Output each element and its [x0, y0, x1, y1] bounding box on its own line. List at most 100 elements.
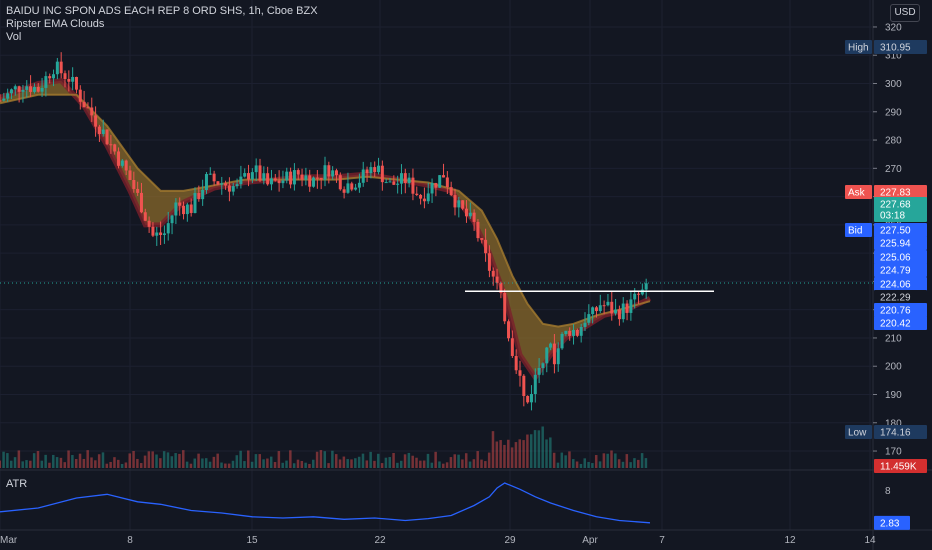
- volume-bar: [17, 450, 21, 468]
- candle: [549, 342, 553, 350]
- volume-bar: [541, 426, 544, 468]
- candle-body: [442, 175, 446, 178]
- candle-body: [617, 309, 621, 320]
- candle: [461, 200, 465, 211]
- price-tag-bg: [874, 250, 927, 264]
- volume-bar: [201, 458, 204, 468]
- candle: [319, 177, 323, 190]
- price-tag-label: Ask: [848, 188, 866, 199]
- candle-body: [269, 178, 273, 185]
- candle: [174, 198, 178, 224]
- atr-label[interactable]: ATR: [6, 478, 28, 490]
- candle: [422, 187, 426, 209]
- candle: [415, 186, 419, 197]
- volume-bar: [101, 452, 105, 468]
- volume-bar: [392, 452, 395, 468]
- volume-bar: [614, 453, 617, 468]
- volume-bar: [239, 450, 242, 468]
- candle: [323, 156, 327, 187]
- atr-tick-label: 8: [885, 486, 891, 497]
- candle-body: [147, 220, 151, 227]
- candle: [94, 106, 98, 137]
- candle-body: [377, 165, 381, 173]
- candle: [109, 134, 113, 154]
- study-volume[interactable]: Vol: [6, 31, 22, 43]
- price-tag-bg: [874, 263, 927, 277]
- price-tag-bg: [874, 223, 927, 237]
- study-ema-clouds[interactable]: Ripster EMA Clouds: [6, 18, 105, 30]
- volume-bar: [602, 453, 606, 468]
- candle-body: [273, 178, 277, 181]
- candle-body: [300, 174, 304, 180]
- candle: [510, 330, 514, 358]
- candle-body: [434, 183, 438, 188]
- candle-body: [258, 165, 262, 181]
- candle-body: [461, 200, 465, 209]
- volume-bar: [159, 458, 162, 468]
- volume-bar: [377, 453, 380, 468]
- price-tag-plain: 224.79: [874, 263, 927, 277]
- candle-body: [308, 175, 312, 187]
- candle-body: [40, 87, 44, 92]
- candle: [285, 167, 289, 184]
- candle: [331, 166, 335, 180]
- candle: [300, 168, 304, 187]
- candle-body: [166, 223, 170, 234]
- volume-bar: [537, 430, 541, 468]
- volume-bar: [208, 461, 212, 468]
- candle: [113, 143, 117, 155]
- candle-body: [262, 173, 266, 181]
- candle-body: [59, 61, 63, 74]
- candle-body: [162, 233, 166, 235]
- candle-body: [602, 305, 606, 307]
- price-tag-value: 174.16: [880, 428, 911, 439]
- candle-body: [201, 189, 205, 200]
- candle: [342, 186, 346, 199]
- candle-body: [453, 195, 457, 208]
- volume-bar: [587, 461, 590, 468]
- candle-body: [549, 343, 553, 348]
- candle: [224, 180, 228, 190]
- candle: [185, 202, 189, 222]
- volume-bar: [289, 450, 292, 468]
- candle: [312, 176, 316, 188]
- price-tag-value: 224.06: [880, 280, 911, 291]
- volume-bar: [136, 458, 139, 468]
- candle-body: [128, 170, 132, 181]
- candle-body: [449, 187, 453, 196]
- volume-bar: [48, 462, 51, 468]
- volume-bar: [415, 457, 418, 468]
- candle: [552, 334, 556, 374]
- volume-bar: [9, 460, 13, 468]
- symbol-title[interactable]: BAIDU INC SPON ADS EACH REP 8 ORD SHS, 1…: [6, 5, 318, 17]
- volume-bar: [495, 441, 499, 468]
- volume-bar: [117, 459, 120, 468]
- candle: [537, 358, 541, 384]
- volume-bar: [132, 450, 135, 468]
- price-tag-bg: [874, 277, 927, 291]
- candle-body: [212, 173, 216, 182]
- volume-bar: [461, 459, 464, 468]
- candle-body: [55, 61, 59, 75]
- volume-bar: [621, 461, 625, 468]
- volume-bar: [292, 463, 296, 468]
- x-tick-label: 14: [864, 535, 876, 546]
- candle: [78, 85, 82, 110]
- candle: [143, 208, 147, 222]
- currency-button[interactable]: USD: [890, 4, 920, 22]
- volume-bar: [579, 463, 583, 468]
- price-tag-label-bg: [845, 223, 872, 237]
- candle: [637, 291, 641, 304]
- candle-body: [533, 374, 537, 395]
- candle-body: [185, 204, 189, 215]
- volume-bar: [21, 461, 24, 468]
- candle: [197, 185, 201, 202]
- candle: [182, 201, 186, 220]
- volume-bar: [182, 450, 185, 468]
- y-tick-label: 280: [885, 136, 902, 147]
- volume-bar: [331, 450, 334, 468]
- candle-body: [101, 129, 105, 134]
- x-tick-label: 29: [504, 535, 516, 546]
- volume-bar: [189, 463, 193, 468]
